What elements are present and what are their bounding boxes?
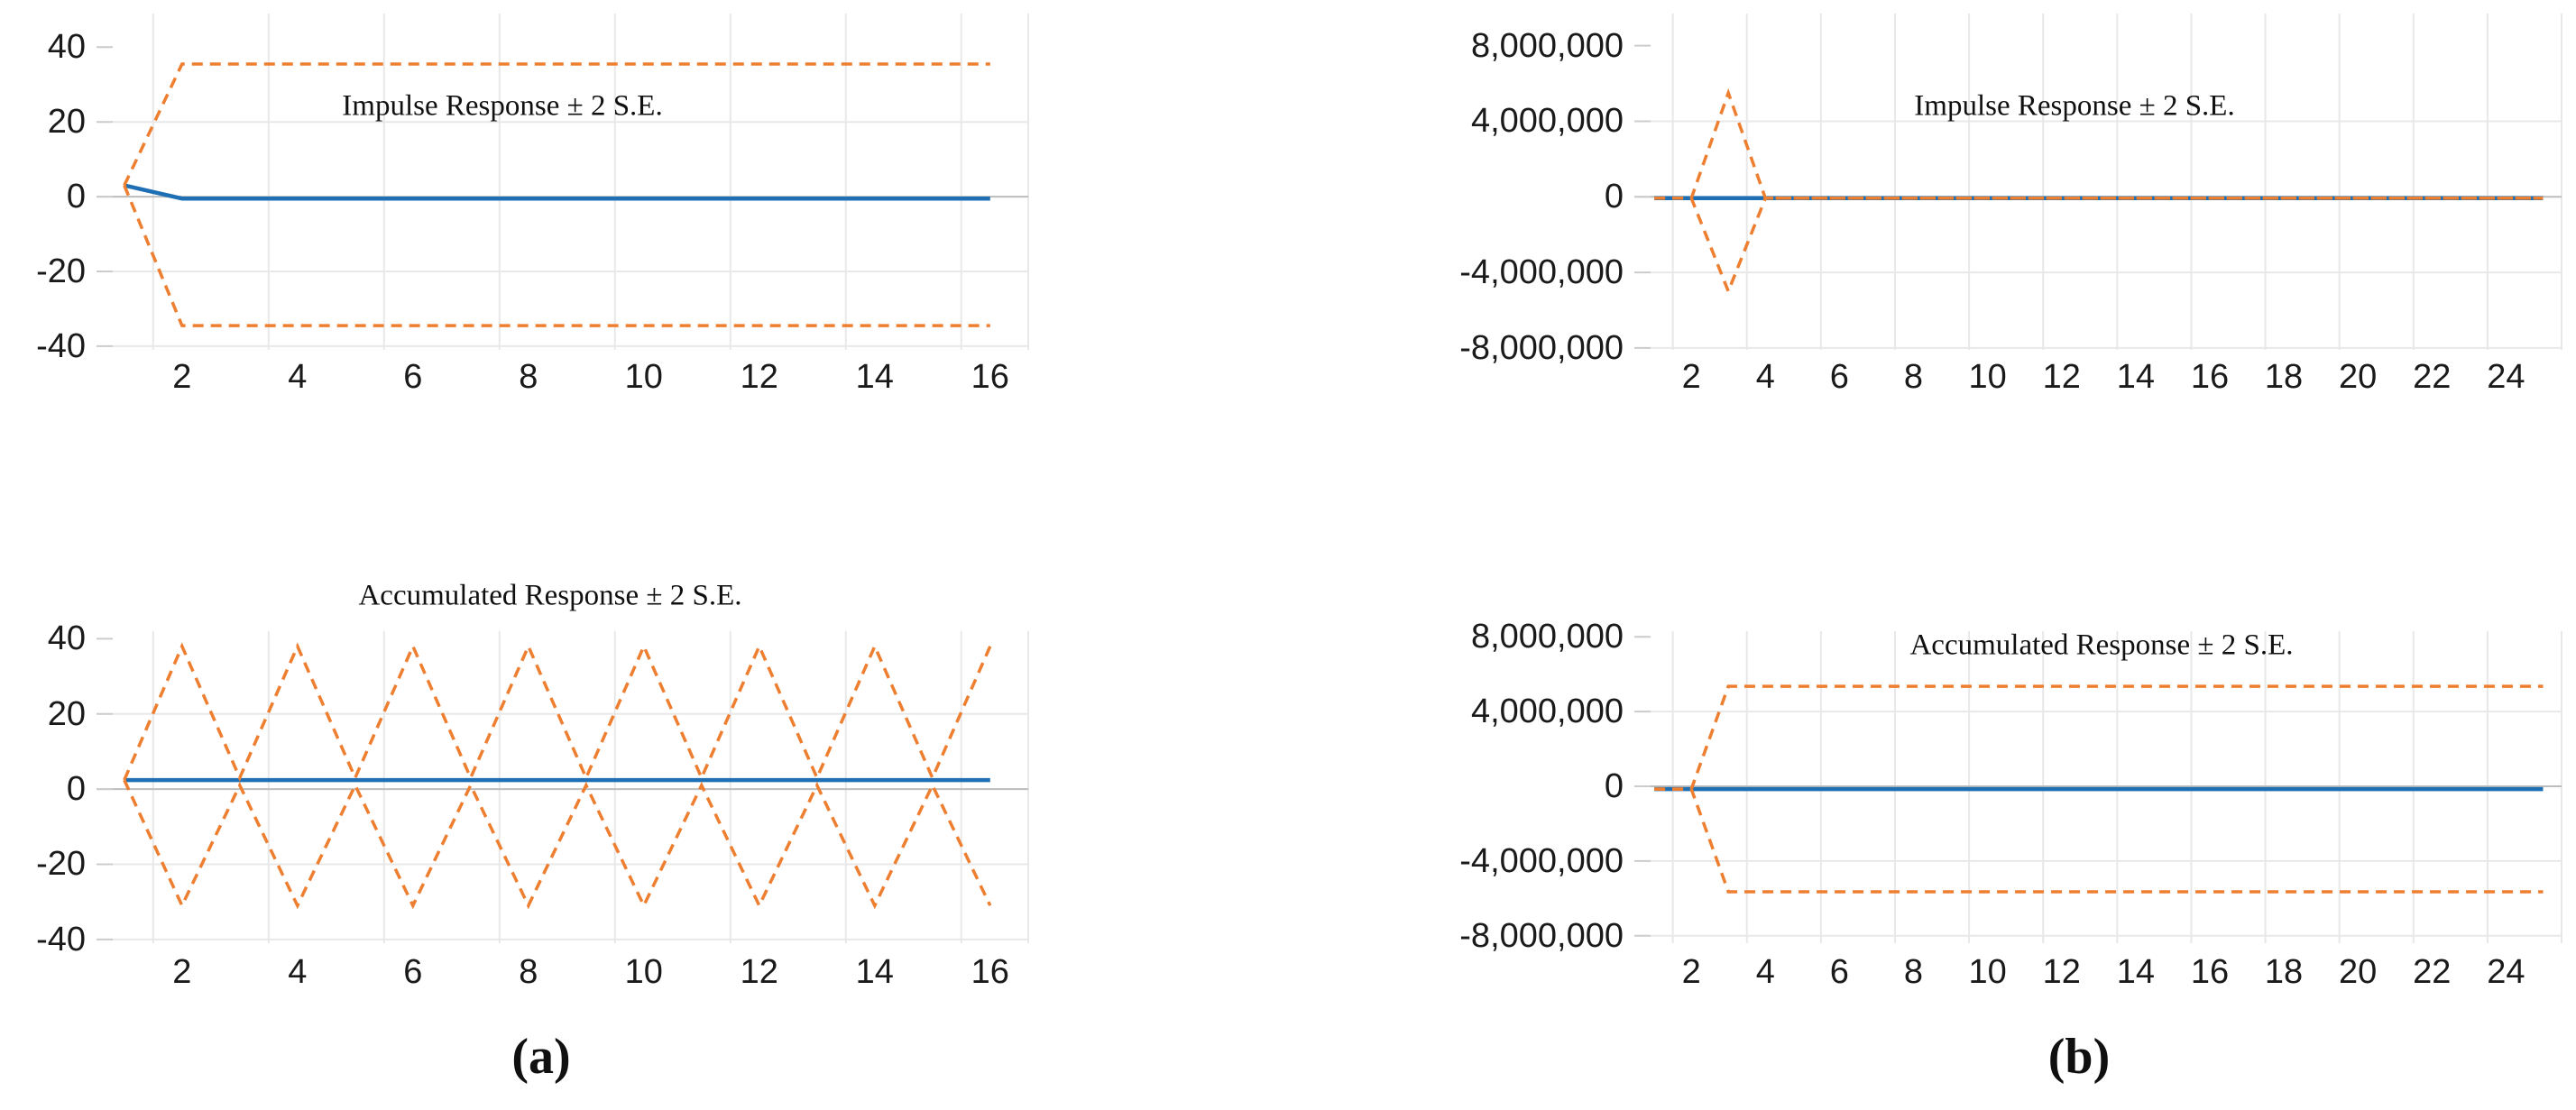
impulse-a-y-tick-label: 20 bbox=[47, 103, 86, 142]
accum-a-y-tick-label: -40 bbox=[36, 920, 86, 959]
accum-b-y-tick-label: -4,000,000 bbox=[1459, 841, 1624, 880]
impulse-a-x-tick-label: 8 bbox=[519, 358, 538, 396]
impulse-a-x-tick-label: 14 bbox=[855, 358, 894, 396]
impulse-b-x-tick-label: 16 bbox=[2190, 358, 2230, 396]
chart-title-impulse-b: Impulse Response ± 2 S.E. bbox=[1914, 89, 2235, 123]
impulse-b-x-tick-label: 20 bbox=[2339, 358, 2378, 396]
accum-b-y-tick-label: 0 bbox=[1604, 766, 1624, 805]
impulse-a-response-line bbox=[124, 183, 990, 201]
panel-label-b: (b) bbox=[2047, 1029, 2111, 1085]
accum-b-x-tick-label: 2 bbox=[1681, 953, 1701, 991]
accum-b-lower-band-line bbox=[1654, 787, 2544, 894]
accum-a-x-tick-label: 12 bbox=[740, 953, 778, 991]
accum-a-x-tick-label: 8 bbox=[519, 953, 538, 991]
impulse-b-x-tick-label: 6 bbox=[1829, 358, 1849, 396]
impulse-b-x-tick-label: 8 bbox=[1903, 358, 1924, 396]
chart-title-accumulated-b: Accumulated Response ± 2 S.E. bbox=[1909, 628, 2294, 662]
accum-b-y-tick-label: -8,000,000 bbox=[1459, 916, 1624, 955]
accum-b-x-tick-label: 18 bbox=[2264, 953, 2304, 991]
impulse-b-y-tick-label: -4,000,000 bbox=[1459, 253, 1624, 292]
accum-b-x-tick-label: 8 bbox=[1903, 953, 1924, 991]
impulse-b-x-tick-label: 4 bbox=[1755, 358, 1775, 396]
impulse-b-y-tick-label: 8,000,000 bbox=[1470, 26, 1624, 65]
accum-a-upper-band-line bbox=[123, 642, 992, 782]
accum-a-x-tick-label: 6 bbox=[403, 953, 423, 991]
impulse-a-x-tick-label: 2 bbox=[172, 358, 192, 396]
accum-b-x-tick-label: 16 bbox=[2190, 953, 2230, 991]
impulse-a-x-tick-label: 16 bbox=[971, 358, 1009, 396]
impulse-a-y-tick-label: 40 bbox=[47, 28, 86, 67]
accum-a-y-tick-label: 20 bbox=[47, 694, 86, 733]
impulse-a-y-tick-label: -20 bbox=[36, 252, 86, 290]
accum-a-x-tick-label: 2 bbox=[172, 953, 192, 991]
accum-a-x-tick-label: 4 bbox=[288, 953, 308, 991]
chart-title-accumulated-a: Accumulated Response ± 2 S.E. bbox=[358, 579, 742, 612]
accum-a-x-tick-label: 10 bbox=[624, 953, 663, 991]
impulse-b-x-tick-label: 14 bbox=[2116, 358, 2155, 396]
impulse-a-y-tick-label: 0 bbox=[66, 178, 86, 216]
impulse-a-upper-band-line bbox=[123, 62, 990, 187]
impulse-a-x-tick-label: 4 bbox=[288, 358, 308, 396]
panel-label-a: (a) bbox=[511, 1029, 571, 1085]
accum-a-y-tick-label: 0 bbox=[66, 770, 86, 809]
impulse-b-y-tick-label: 0 bbox=[1604, 178, 1624, 216]
accum-b-x-tick-label: 24 bbox=[2487, 953, 2525, 991]
impulse-b-x-tick-label: 22 bbox=[2413, 358, 2452, 396]
accum-b-x-tick-label: 4 bbox=[1755, 953, 1775, 991]
accum-a-x-tick-label: 14 bbox=[855, 953, 894, 991]
accum-b-x-tick-label: 12 bbox=[2042, 953, 2081, 991]
impulse-b-y-tick-label: 4,000,000 bbox=[1470, 102, 1624, 141]
accum-b-x-tick-label: 22 bbox=[2413, 953, 2452, 991]
impulse-b-x-tick-label: 24 bbox=[2487, 358, 2525, 396]
impulse-b-x-tick-label: 2 bbox=[1681, 358, 1701, 396]
impulse-b-x-tick-label: 10 bbox=[1968, 358, 2007, 396]
accum-a-x-tick-label: 16 bbox=[971, 953, 1009, 991]
accum-a-y-tick-label: 40 bbox=[47, 619, 86, 658]
impulse-a-x-tick-label: 12 bbox=[740, 358, 778, 396]
accum-a-y-tick-label: -20 bbox=[36, 845, 86, 884]
impulse-b-x-tick-label: 18 bbox=[2264, 358, 2304, 396]
impulse-b-y-tick-label: -8,000,000 bbox=[1459, 328, 1624, 367]
accum-b-x-tick-label: 6 bbox=[1829, 953, 1849, 991]
accum-b-x-tick-label: 10 bbox=[1968, 953, 2007, 991]
accum-b-x-tick-label: 14 bbox=[2116, 953, 2155, 991]
impulse-a-x-tick-label: 10 bbox=[624, 358, 663, 396]
accum-b-y-tick-label: 4,000,000 bbox=[1470, 693, 1624, 731]
impulse-a-x-tick-label: 6 bbox=[403, 358, 423, 396]
accum-b-y-tick-label: 8,000,000 bbox=[1470, 618, 1624, 656]
impulse-a-lower-band-line bbox=[123, 184, 990, 327]
impulse-a-y-tick-label: -40 bbox=[36, 326, 86, 365]
accum-b-upper-band-line bbox=[1654, 684, 2544, 791]
impulse-b-x-tick-label: 12 bbox=[2042, 358, 2081, 396]
impulse-b-lower-band-line bbox=[1654, 197, 2544, 296]
accum-b-x-tick-label: 20 bbox=[2339, 953, 2378, 991]
accum-a-lower-band-line bbox=[123, 779, 992, 910]
chart-title-impulse-a: Impulse Response ± 2 S.E. bbox=[342, 89, 663, 123]
